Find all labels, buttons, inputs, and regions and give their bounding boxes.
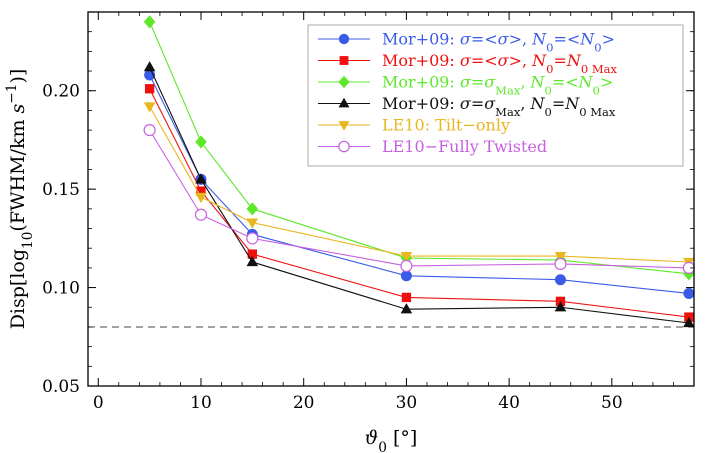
data-point [143,15,156,29]
x-tick-label: 40 [498,393,520,413]
legend-item: Mor+09: σ=<σ>, N0=N0 Max [318,51,618,76]
y-tick-label: 0.10 [42,279,80,299]
data-point [554,257,567,271]
legend-item: LE10: Tilt−only [318,116,510,135]
data-point [143,102,156,113]
y-axis-label: Disp[log10(FWHM/km s−1)] [4,69,36,330]
data-point [247,249,258,259]
data-point [195,173,207,184]
x-tick-label: 0 [93,393,104,413]
data-point [400,270,412,282]
series-line [149,129,689,269]
legend-swatch-marker [338,33,350,45]
legend-label: Mor+09: σ=σMax, N0=N0 Max [382,94,616,119]
data-point [683,287,695,299]
legend-item: Mor+09: σ=<σ>, N0=<N0> [318,30,615,55]
data-point [246,218,259,229]
legend: Mor+09: σ=<σ>, N0=<N0>Mor+09: σ=<σ>, N0=… [307,24,684,167]
plot-frame [87,11,695,387]
ticks-layer: 0 10 20 30 40 50 0.05 0.10 0.15 0.20 [42,11,694,413]
data-point [144,84,155,94]
series-line [149,66,689,324]
legend-swatch-marker [338,97,350,108]
series-6 [143,124,695,274]
legend-box [307,24,684,167]
legend-swatch-marker [338,121,350,131]
data-point [194,208,208,221]
data-point [554,251,567,263]
legend-label: LE10: Tilt−only [382,116,510,135]
legend-label: Mor+09: σ=<σ>, N0=N0 Max [382,51,618,76]
legend-item: Mor+09: σ=σMax, N0=<N0> [318,73,613,98]
data-point [195,135,207,149]
legend-swatch-marker [339,56,349,65]
y-tick-label: 0.05 [42,377,80,397]
data-point [246,232,259,245]
x-tick-label: 10 [190,393,212,413]
series-line [149,21,689,275]
x-tick-label: 30 [396,393,418,413]
legend-item: LE10−Fully Twisted [318,137,547,156]
data-point [400,251,413,263]
x-axis-label: ϑ0 [°] [365,427,418,453]
y-tick-label: 0.20 [42,82,80,102]
legend-label: LE10−Fully Twisted [382,137,547,156]
data-point [246,255,259,267]
series-line [149,88,689,318]
data-point [143,124,156,137]
y-tick-label: 0.15 [42,180,80,200]
legend-label: Mor+09: σ=σMax, N0=<N0> [382,73,613,98]
x-tick-label: 20 [293,393,315,413]
data-point [195,192,207,204]
data-point [143,61,156,72]
legend-item: Mor+09: σ=σMax, N0=N0 Max [318,94,616,119]
legend-swatch-marker [338,75,350,89]
data-point [196,186,206,196]
data-point [683,316,695,328]
series-layer [143,15,695,328]
series-4 [143,61,695,328]
data-point [400,259,413,273]
series-5 [143,102,695,269]
legend-label: Mor+09: σ=<σ>, N0=<N0> [382,30,615,55]
x-tick-label: 50 [601,393,623,413]
data-point [401,292,412,303]
data-point [554,274,566,286]
data-point [246,202,259,216]
series-line [149,106,689,263]
data-point [400,303,413,314]
legend-swatch-marker [338,140,350,153]
data-point [554,301,567,312]
